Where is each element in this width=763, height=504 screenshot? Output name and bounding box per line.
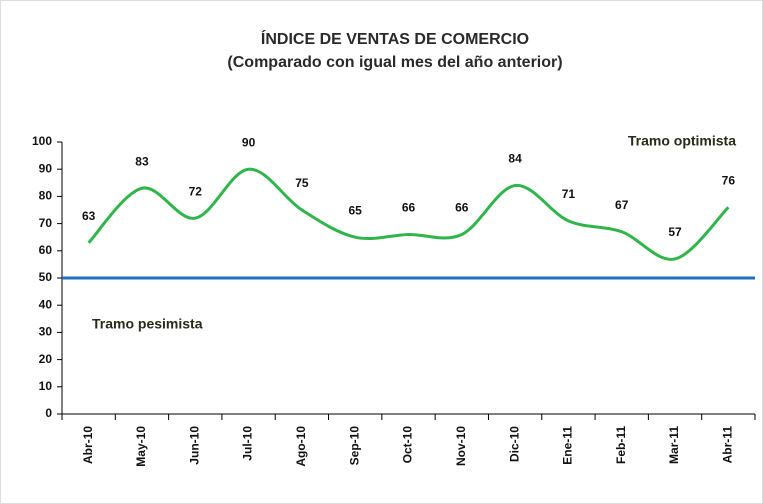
data-label: 57: [668, 225, 682, 239]
data-label: 83: [135, 154, 149, 168]
data-label: 75: [295, 176, 309, 190]
x-tick-label: Mar-11: [667, 426, 681, 464]
data-label: 90: [242, 135, 256, 149]
chart-subtitle: (Comparado con igual mes del año anterio…: [227, 54, 562, 71]
x-tick-label: Abr-10: [81, 426, 95, 464]
data-label: 65: [349, 203, 363, 217]
x-tick-label: Jun-10: [187, 426, 201, 465]
y-tick-label: 80: [39, 189, 53, 203]
data-label: 72: [189, 184, 203, 198]
y-tick-label: 0: [45, 406, 52, 420]
data-label: 84: [508, 152, 522, 166]
data-label: 71: [562, 187, 576, 201]
data-label: 63: [82, 209, 96, 223]
x-tick-label: Oct-10: [401, 426, 415, 464]
y-tick-label: 90: [39, 161, 53, 175]
data-label: 67: [615, 198, 629, 212]
x-tick-label: Sep-10: [347, 426, 361, 466]
x-tick-label: Feb-11: [614, 426, 628, 464]
y-tick-label: 70: [39, 216, 53, 230]
annotation: Tramo optimista: [628, 133, 736, 149]
y-tick-label: 50: [39, 270, 53, 284]
x-tick-label: May-10: [134, 426, 148, 467]
x-tick-label: Abr-11: [721, 426, 735, 464]
y-tick-label: 60: [39, 243, 53, 257]
x-tick-label: Nov-10: [454, 426, 468, 466]
y-tick-label: 40: [39, 297, 53, 311]
x-tick-label: Ago-10: [294, 426, 308, 467]
y-tick-label: 30: [39, 325, 53, 339]
y-tick-label: 100: [32, 134, 52, 148]
x-tick-label: Jul-10: [241, 426, 255, 461]
data-label: 66: [402, 201, 416, 215]
data-label: 66: [455, 201, 469, 215]
line: [87, 167, 730, 261]
annotation: Tramo pesimista: [92, 316, 203, 332]
y-tick-label: 10: [39, 379, 53, 393]
x-tick-label: Dic-10: [507, 426, 521, 462]
y-tick-label: 20: [39, 352, 53, 366]
x-tick-label: Ene-11: [561, 426, 575, 465]
chart-title: ÍNDICE DE VENTAS DE COMERCIO: [261, 29, 529, 48]
data-label: 76: [722, 173, 736, 187]
